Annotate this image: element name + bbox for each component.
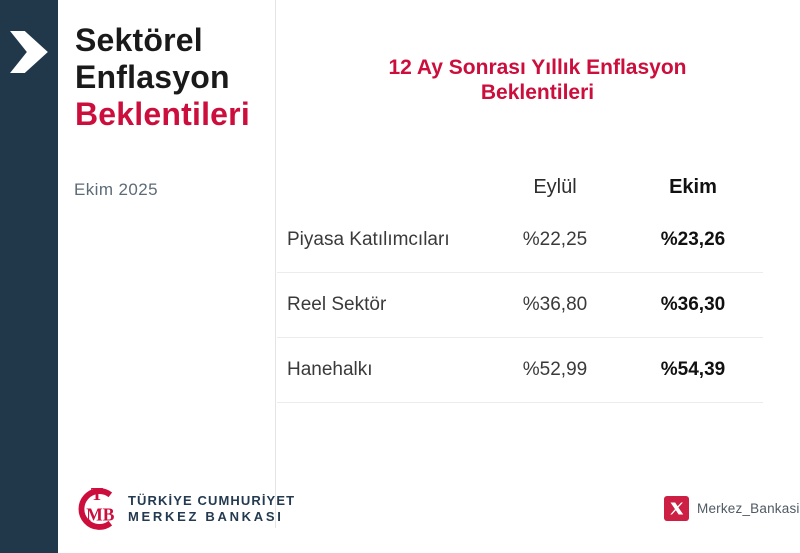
page-title: Sektörel Enflasyon Beklentileri — [75, 22, 250, 133]
page-title-line3: Beklentileri — [75, 96, 250, 132]
tcmb-logo-letters-mb: MB — [86, 505, 115, 525]
vertical-divider — [275, 0, 276, 528]
table-row: Reel Sektör %36,80 %36,30 — [277, 273, 763, 338]
social-handle[interactable]: Merkez_Bankasi — [697, 501, 800, 516]
bank-name-line2: MERKEZ BANKASI — [128, 509, 284, 524]
tcmb-logo-letter-t: T — [91, 484, 103, 504]
tcmb-logo-icon: T MB — [78, 484, 115, 530]
report-date: Ekim 2025 — [74, 180, 158, 199]
accent-sidebar — [0, 0, 58, 553]
row-hanehalki-ekim: %54,39 — [660, 359, 726, 380]
header-ekim: Ekim — [669, 175, 717, 198]
row-reel-sektor-ekim: %36,30 — [660, 294, 726, 315]
chevron-right-icon — [10, 31, 48, 73]
x-twitter-icon[interactable] — [664, 496, 689, 521]
table-row: Piyasa Katılımcıları %22,25 %23,26 — [277, 208, 763, 273]
page-title-line2: Enflasyon — [75, 59, 230, 95]
row-label-hanehalki: Hanehalkı — [287, 359, 373, 380]
table-row: Hanehalkı %52,99 %54,39 — [277, 338, 763, 403]
row-reel-sektor-eylul: %36,80 — [522, 294, 588, 315]
table-header-row: Eylül Ekim — [277, 166, 763, 208]
page-title-line1: Sektörel — [75, 22, 203, 58]
expectations-table: Eylül Ekim Piyasa Katılımcıları %22,25 %… — [277, 166, 763, 403]
row-hanehalki-eylul: %52,99 — [522, 359, 588, 380]
row-label-reel-sektor: Reel Sektör — [287, 294, 387, 315]
social-link[interactable]: Merkez_Bankasi — [664, 496, 800, 521]
bank-name: TÜRKİYE CUMHURİYET MERKEZ BANKASI — [128, 493, 295, 525]
row-label-piyasa: Piyasa Katılımcıları — [287, 229, 450, 250]
row-piyasa-eylul: %22,25 — [522, 229, 588, 250]
bank-name-line1: TÜRKİYE CUMHURİYET — [128, 493, 296, 508]
header-eylul: Eylül — [533, 175, 577, 198]
row-piyasa-ekim: %23,26 — [660, 229, 726, 250]
main-heading: 12 Ay Sonrası Yıllık Enflasyon Beklentil… — [388, 56, 687, 104]
